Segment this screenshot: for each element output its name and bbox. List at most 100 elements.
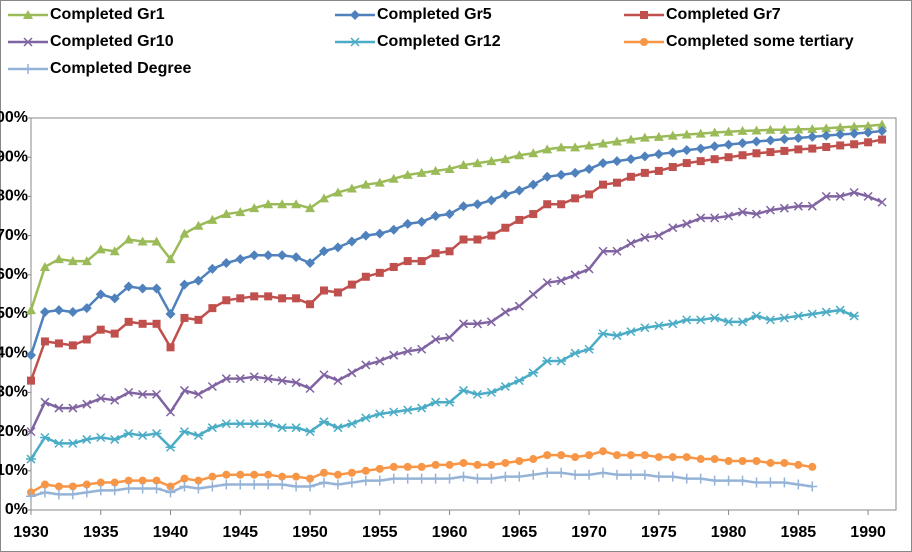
marker xyxy=(459,235,468,244)
marker xyxy=(751,125,762,135)
y-tick-label: 20% xyxy=(0,423,28,440)
marker xyxy=(765,477,776,488)
marker xyxy=(431,460,440,469)
legend-label: Completed Gr12 xyxy=(377,33,501,50)
marker xyxy=(752,457,761,465)
marker xyxy=(556,276,566,286)
marker xyxy=(556,467,567,478)
y-tick-label: 10% xyxy=(0,462,28,479)
y-tick-label: 70% xyxy=(0,227,28,244)
marker xyxy=(374,475,385,486)
marker xyxy=(361,272,370,281)
marker xyxy=(151,483,162,494)
marker xyxy=(360,413,371,423)
marker xyxy=(278,472,287,481)
marker xyxy=(249,372,259,382)
marker xyxy=(277,423,288,433)
marker xyxy=(333,470,342,479)
marker xyxy=(53,305,64,316)
marker xyxy=(166,482,175,491)
marker xyxy=(486,195,497,206)
marker xyxy=(653,471,664,482)
marker xyxy=(193,389,203,399)
marker xyxy=(165,309,176,319)
marker xyxy=(151,236,162,246)
marker xyxy=(180,313,189,322)
marker xyxy=(152,476,161,485)
marker xyxy=(346,183,357,193)
marker xyxy=(793,479,804,490)
marker xyxy=(23,64,33,74)
marker xyxy=(723,139,734,150)
x-tick-label: 1975 xyxy=(641,524,677,541)
marker xyxy=(263,199,274,209)
series-line xyxy=(29,191,883,433)
x-tick-label: 1930 xyxy=(13,524,49,541)
legend-label: Completed Gr7 xyxy=(666,6,781,23)
marker xyxy=(193,275,204,286)
marker xyxy=(235,419,246,429)
marker xyxy=(584,140,595,150)
marker xyxy=(445,332,455,343)
marker xyxy=(221,419,232,429)
marker xyxy=(249,419,260,429)
legend-label: Completed some tertiary xyxy=(666,33,854,50)
marker xyxy=(347,280,356,289)
marker xyxy=(653,149,664,160)
marker xyxy=(571,194,580,203)
marker xyxy=(501,458,510,467)
y-tick-label: 60% xyxy=(0,266,28,283)
marker xyxy=(166,343,175,352)
marker xyxy=(151,283,162,294)
marker xyxy=(292,472,301,481)
marker xyxy=(654,166,663,175)
marker xyxy=(570,270,580,280)
marker xyxy=(96,478,105,487)
marker xyxy=(375,356,385,366)
marker xyxy=(26,427,36,437)
marker xyxy=(402,218,413,229)
marker xyxy=(738,207,748,217)
marker xyxy=(222,470,231,479)
marker xyxy=(585,451,594,460)
marker xyxy=(584,469,595,480)
marker xyxy=(737,317,748,327)
marker xyxy=(67,489,78,500)
marker xyxy=(360,179,371,189)
marker xyxy=(374,177,385,187)
marker xyxy=(53,489,64,500)
marker xyxy=(40,337,49,346)
marker xyxy=(222,296,231,305)
marker xyxy=(235,254,246,265)
marker xyxy=(165,442,176,452)
marker xyxy=(193,220,204,230)
marker xyxy=(277,479,288,490)
marker xyxy=(709,313,720,323)
marker xyxy=(360,230,371,241)
marker xyxy=(332,479,343,490)
marker xyxy=(877,125,888,136)
marker xyxy=(723,475,734,486)
marker xyxy=(695,315,706,325)
marker xyxy=(514,185,525,196)
marker xyxy=(821,307,832,317)
marker xyxy=(458,201,469,212)
marker xyxy=(319,468,328,477)
marker xyxy=(821,123,832,133)
marker xyxy=(458,160,469,170)
marker xyxy=(639,151,650,162)
marker xyxy=(640,451,649,460)
marker xyxy=(556,356,567,366)
marker xyxy=(793,201,803,211)
marker xyxy=(793,311,804,321)
marker xyxy=(39,261,50,271)
marker xyxy=(500,381,511,392)
y-tick-label: 90% xyxy=(0,148,28,165)
marker xyxy=(403,257,412,266)
marker xyxy=(291,378,301,388)
marker xyxy=(388,173,399,183)
marker xyxy=(570,167,581,178)
marker xyxy=(82,335,91,344)
marker xyxy=(374,228,385,239)
